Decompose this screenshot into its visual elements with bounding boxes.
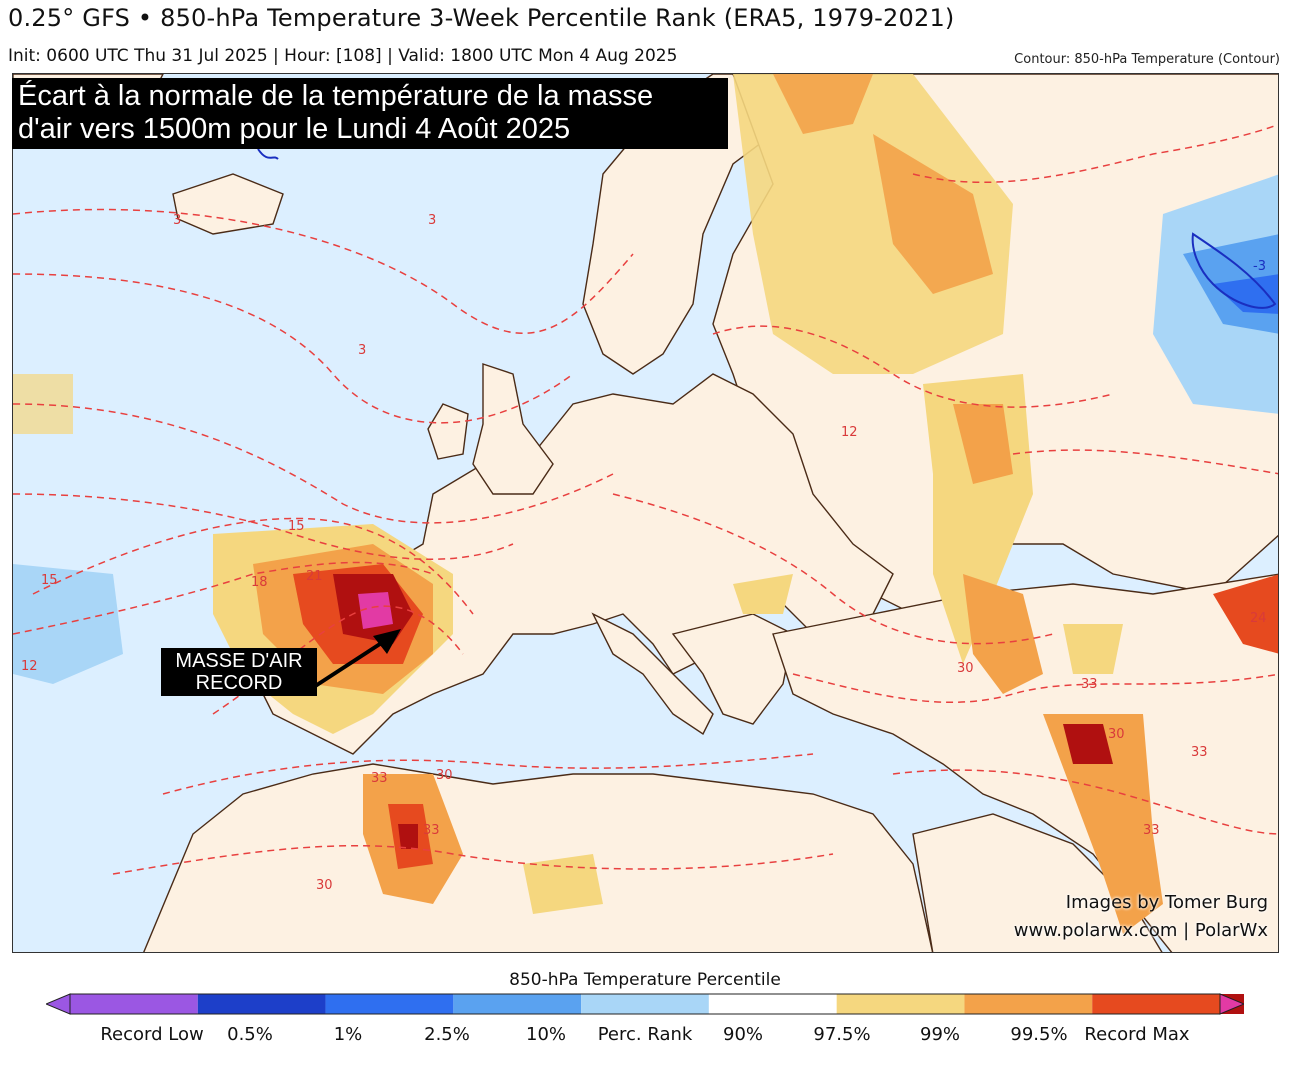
- legend-swatch-record-low: [46, 993, 71, 1015]
- chart-title: 0.25° GFS • 850-hPa Temperature 3-Week P…: [8, 4, 955, 32]
- temperature-contours: [13, 123, 1278, 875]
- legend-swatch: [581, 994, 709, 1014]
- contour-label: 15: [288, 519, 305, 534]
- legend-labels: Record Low 0.5% 1% 2.5% 10% Perc. Rank 90% 97.5…: [0, 1024, 1290, 1054]
- headline-line-2: d'air vers 1500m pour le Lundi 4 Août 20…: [18, 113, 571, 145]
- credit-website: www.polarwx.com | PolarWx: [1013, 920, 1268, 941]
- contour-label: 33: [1143, 823, 1160, 838]
- contour-label: 12: [21, 659, 38, 674]
- contour-labels: 3 3 3 12 12 15 15 18 21 24 30 30 30 30 3…: [21, 213, 1267, 893]
- legend-label: 90%: [722, 1024, 764, 1045]
- contour-label: 30: [316, 878, 333, 893]
- contour-label: 30: [957, 661, 974, 676]
- chart-subtitle: Init: 0600 UTC Thu 31 Jul 2025 | Hour: […: [8, 46, 678, 66]
- weather-map: 3 3 3 12 12 15 15 18 21 24 30 30 30 30 3…: [12, 73, 1279, 953]
- legend-swatch: [70, 994, 198, 1014]
- record-annotation: MASSE D'AIR RECORD: [161, 648, 317, 696]
- contour-label: 3: [428, 213, 436, 228]
- contour-label: 33: [1081, 677, 1098, 692]
- legend-label: 99.5%: [1010, 1024, 1068, 1045]
- contour-label: 18: [251, 575, 268, 590]
- contour-label: 21: [306, 569, 323, 584]
- legend-border: [69, 993, 1221, 1015]
- map-headline: Écart à la normale de la température de …: [12, 78, 728, 149]
- legend-label: Perc. Rank: [597, 1024, 693, 1045]
- contour-label: 12: [841, 425, 858, 440]
- contour-label: 24: [1250, 611, 1267, 626]
- record-annotation-line-2: RECORD: [195, 672, 283, 694]
- anomaly-shading: [13, 74, 1278, 934]
- cold-contours: [257, 148, 1277, 309]
- headline-line-1: Écart à la normale de la température de …: [18, 80, 654, 112]
- legend-label: Record Low: [100, 1024, 204, 1045]
- legend-swatch: [964, 994, 1093, 1014]
- legend-label: 10%: [525, 1024, 567, 1045]
- legend-label: 99%: [919, 1024, 961, 1045]
- legend-title: 850-hPa Temperature Percentile: [509, 970, 781, 990]
- legend-swatch: [1092, 994, 1220, 1014]
- legend-swatch: [325, 994, 454, 1014]
- legend-label: 2.5%: [424, 1024, 470, 1045]
- legend-label: 97.5%: [813, 1024, 871, 1045]
- contour-label: 33: [1191, 745, 1208, 760]
- contour-label: 3: [358, 343, 366, 358]
- contour-label: 3: [173, 213, 181, 228]
- record-annotation-line-1: MASSE D'AIR: [175, 650, 303, 672]
- legend-label: 1%: [333, 1024, 363, 1045]
- legend-label: 0.5%: [227, 1024, 273, 1045]
- legend-swatch: [708, 994, 837, 1014]
- contour-label: -3: [1253, 259, 1266, 274]
- contour-note: Contour: 850-hPa Temperature (Contour): [1014, 52, 1280, 67]
- contour-label: 33: [371, 771, 388, 786]
- contour-label: 30: [436, 768, 453, 783]
- legend-colorbar: [46, 993, 1244, 1015]
- contour-label: 15: [41, 573, 58, 588]
- contour-label: 33: [423, 823, 440, 838]
- legend-swatch: [197, 994, 326, 1014]
- legend-swatch: [453, 994, 582, 1014]
- legend-swatch: [836, 994, 965, 1014]
- legend-label: Record Max: [1084, 1024, 1190, 1045]
- contour-label: 30: [1108, 727, 1125, 742]
- credit-author: Images by Tomer Burg: [1065, 892, 1268, 913]
- map-canvas: 3 3 3 12 12 15 15 18 21 24 30 30 30 30 3…: [13, 74, 1278, 952]
